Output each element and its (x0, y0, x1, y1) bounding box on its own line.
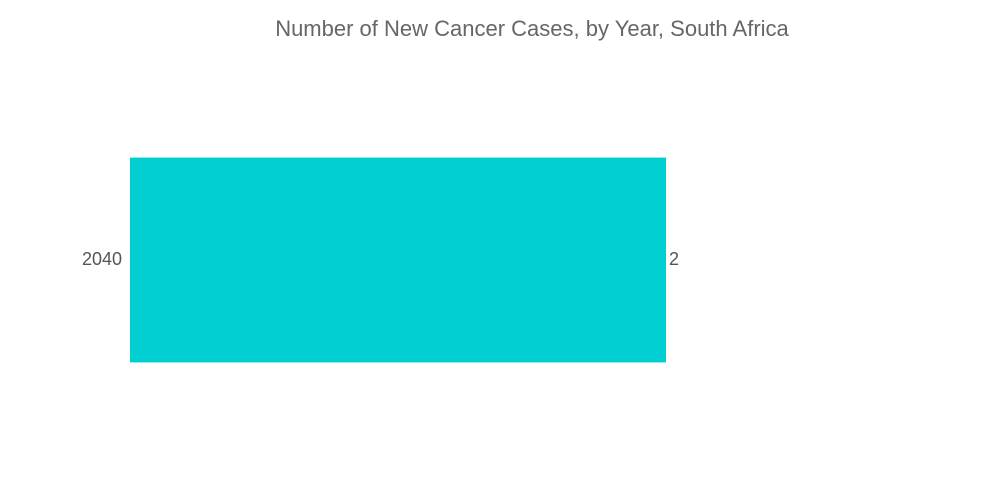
bar (130, 157, 666, 363)
chart-title: Number of New Cancer Cases, by Year, Sou… (275, 16, 789, 41)
value-label: 2 (669, 249, 679, 269)
y-tick-label: 2040 (82, 249, 122, 269)
